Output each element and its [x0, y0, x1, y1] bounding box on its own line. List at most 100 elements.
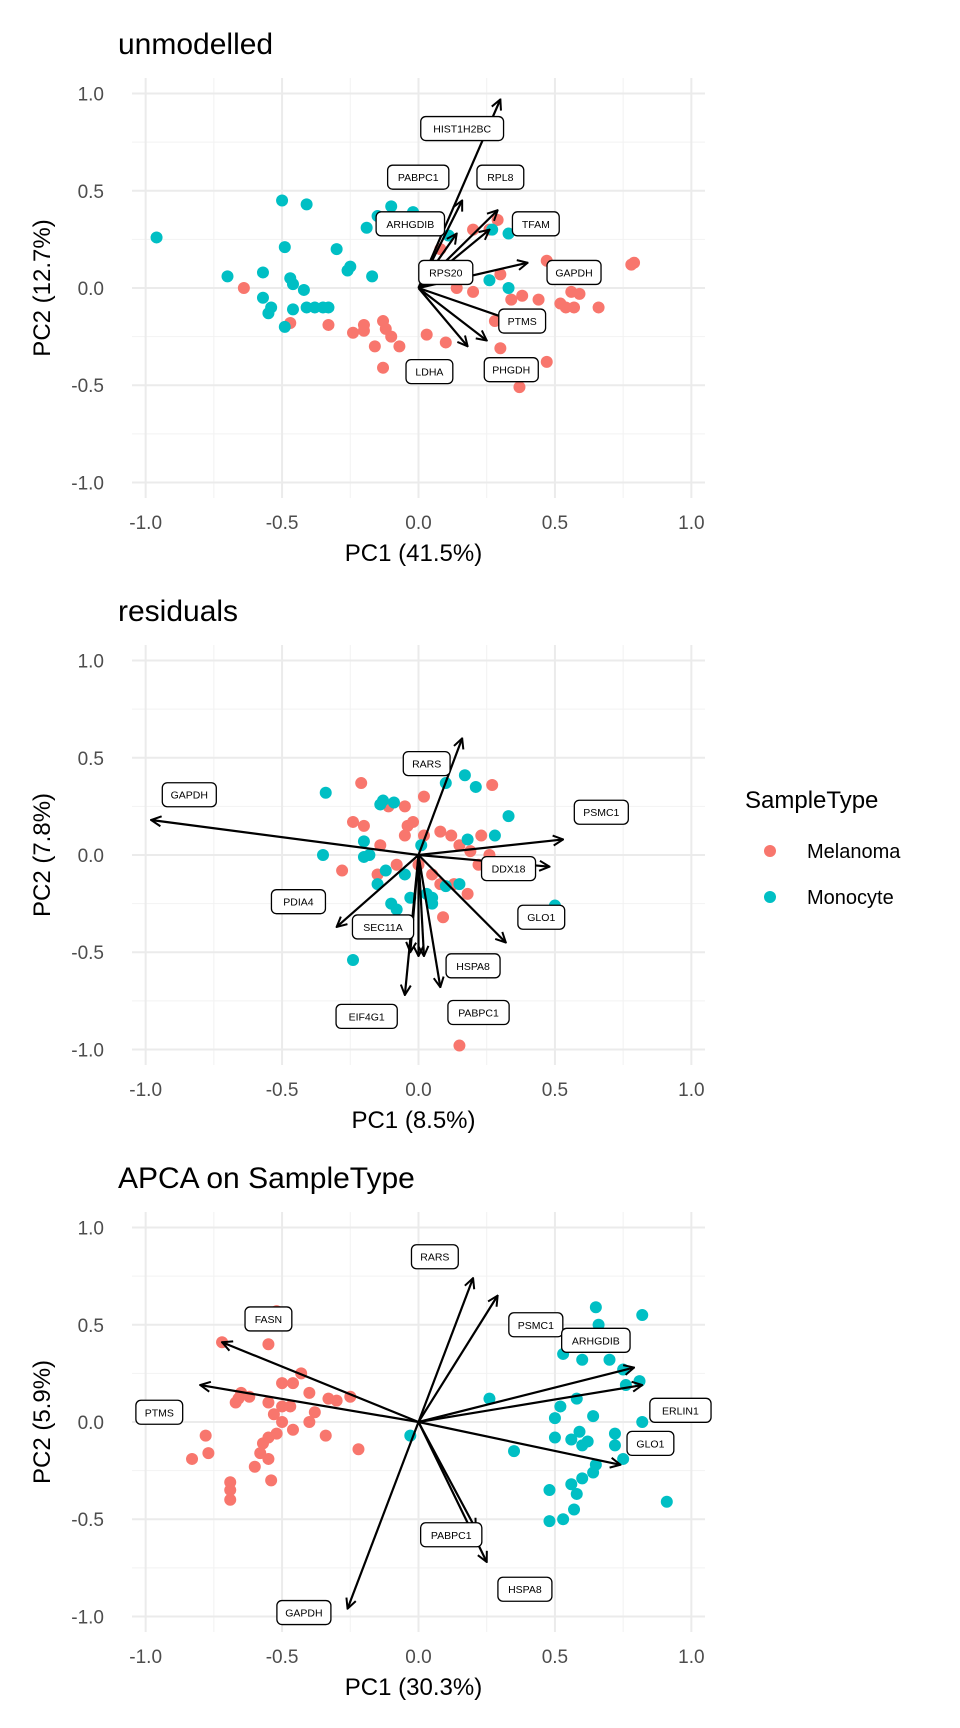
unmodelled-y-tick-label: 1.0: [78, 85, 104, 106]
unmodelled-point-melanoma: [494, 268, 507, 281]
unmodelled-gene-label-arhgdib: ARHGDIB: [375, 211, 446, 237]
apca-gene-label-gapdh: GAPDH: [276, 1599, 332, 1626]
apca-gene-label-text: GAPDH: [285, 1608, 322, 1620]
unmodelled-x-tick-label: 0.0: [405, 513, 431, 534]
unmodelled-point-monocyte: [278, 320, 291, 333]
apca-x-tick-label: 0.0: [405, 1647, 431, 1668]
unmodelled-gene-label-text: PABPC1: [398, 172, 439, 184]
unmodelled-point-monocyte: [150, 231, 163, 244]
unmodelled-point-melanoma: [368, 340, 381, 353]
residuals-point-monocyte: [357, 835, 370, 848]
residuals-x-tick-label: 0.5: [542, 1080, 568, 1101]
unmodelled-point-melanoma: [467, 285, 480, 298]
apca-point-monocyte: [548, 1412, 561, 1425]
residuals-gene-label-sec11a: SEC11A: [351, 914, 415, 940]
unmodelled-gene-label-pabpc1: PABPC1: [386, 164, 450, 190]
residuals-point-melanoma: [357, 819, 370, 832]
unmodelled-x-tick-label: -1.0: [129, 513, 162, 534]
apca-point-monocyte: [587, 1410, 600, 1423]
apca-point-monocyte: [603, 1353, 616, 1366]
residuals-title: residuals: [118, 595, 238, 628]
residuals-x-tick-label: 1.0: [678, 1080, 704, 1101]
residuals-gene-label-box: [573, 799, 629, 825]
apca-arrow-fasn: [222, 1342, 419, 1424]
unmodelled-x-tick-label: 0.5: [542, 513, 568, 534]
apca-point-monocyte: [636, 1309, 649, 1322]
unmodelled-gene-label-box: [546, 259, 602, 286]
residuals-gene-label-text: SEC11A: [363, 922, 403, 934]
unmodelled-point-melanoma: [237, 282, 250, 294]
residuals-gene-label-text: GAPDH: [171, 790, 208, 802]
apca-gene-label-rars: RARS: [410, 1244, 459, 1270]
apca-point-melanoma: [265, 1474, 278, 1487]
apca-point-melanoma: [352, 1443, 365, 1456]
apca-gene-label-box: [497, 1576, 553, 1602]
residuals-point-melanoma: [347, 815, 360, 828]
apca-point-monocyte: [636, 1416, 649, 1428]
apca-point-melanoma: [248, 1460, 261, 1473]
apca-gene-label-text: HSPA8: [508, 1584, 542, 1596]
unmodelled-point-melanoma: [377, 361, 390, 374]
unmodelled-gene-label-text: PTMS: [508, 316, 537, 328]
apca-point-melanoma: [276, 1416, 289, 1428]
unmodelled-gene-label-ptms: PTMS: [498, 308, 547, 334]
unmodelled-point-melanoma: [505, 293, 518, 306]
unmodelled-point-monocyte: [286, 303, 299, 316]
unmodelled-point-melanoma: [420, 328, 433, 341]
residuals-gene-label-box: [480, 855, 537, 882]
apca-point-monocyte: [543, 1515, 556, 1528]
apca-gene-label-box: [649, 1397, 712, 1423]
unmodelled-gene-label-box: [405, 358, 454, 385]
panel-residuals: residuals -1.0 -0.5 0.0 0.5 1.0 -1.0 -0.5 0.0 0.5…: [29, 595, 705, 1134]
unmodelled-gene-label-tfam: TFAM: [511, 211, 560, 237]
apca-gene-label-text: ARHGDIB: [572, 1335, 620, 1347]
apca-y-tick-label: 0.5: [78, 1316, 104, 1337]
residuals-arrow-gapdh: [151, 820, 419, 857]
apca-point-melanoma: [262, 1338, 275, 1351]
apca-arrow-rars: [417, 1278, 474, 1423]
apca-point-melanoma: [224, 1493, 237, 1506]
residuals-gene-label-rars: RARS: [402, 750, 451, 777]
residuals-point-monocyte: [347, 954, 360, 966]
residuals-gene-label-psmc1: PSMC1: [573, 799, 629, 825]
apca-point-monocyte: [573, 1425, 586, 1438]
unmodelled-point-melanoma: [628, 256, 641, 269]
apca-y-tick-label: 0.0: [78, 1413, 104, 1434]
unmodelled-point-monocyte: [278, 241, 291, 254]
residuals-gene-label-box: [270, 889, 327, 915]
unmodelled-x-tick-label: 1.0: [678, 513, 704, 534]
residuals-arrow-hspa8: [417, 854, 424, 956]
apca-title: APCA on SampleType: [118, 1162, 415, 1195]
residuals-gene-label-text: PDIA4: [283, 897, 314, 909]
apca-gene-label-fasn: FASN: [244, 1306, 293, 1332]
apca-gene-label-psmc1: PSMC1: [508, 1312, 564, 1338]
unmodelled-gene-label-text: HIST1H2BC: [433, 124, 491, 136]
unmodelled-point-monocyte: [344, 260, 357, 273]
residuals-gene-label-box: [335, 1003, 398, 1030]
legend-label-melanoma: Melanoma: [807, 841, 901, 863]
apca-x-tick-label: -1.0: [129, 1647, 162, 1668]
apca-gene-label-box: [508, 1312, 564, 1338]
apca-gene-label-text: PABPC1: [431, 1530, 472, 1542]
residuals-arrow-pdia4: [337, 854, 420, 927]
residuals-x-axis-title: PC1 (8.5%): [351, 1107, 475, 1134]
apca-point-melanoma: [286, 1377, 299, 1390]
residuals-y-tick-label: -1.0: [71, 1040, 104, 1061]
residuals-point-monocyte: [390, 903, 403, 916]
residuals-point-melanoma: [355, 777, 368, 790]
residuals-point-monocyte: [387, 796, 400, 809]
apca-point-monocyte: [581, 1435, 594, 1448]
unmodelled-title: unmodelled: [118, 28, 273, 61]
apca-arrow-gapdh: [348, 1421, 420, 1609]
residuals-point-melanoma: [434, 825, 447, 838]
apca-point-monocyte: [589, 1301, 602, 1314]
unmodelled-x-tick-label: -0.5: [266, 513, 299, 534]
apca-point-melanoma: [286, 1423, 299, 1436]
apca-point-melanoma: [267, 1408, 280, 1421]
unmodelled-gene-label-hist1h2bc: HIST1H2BC: [420, 115, 505, 142]
residuals-point-melanoma: [486, 779, 499, 791]
residuals-point-monocyte: [426, 897, 439, 910]
apca-x-axis-title: PC1 (30.3%): [345, 1674, 482, 1701]
residuals-gene-label-glo1: GLO1: [517, 904, 566, 930]
